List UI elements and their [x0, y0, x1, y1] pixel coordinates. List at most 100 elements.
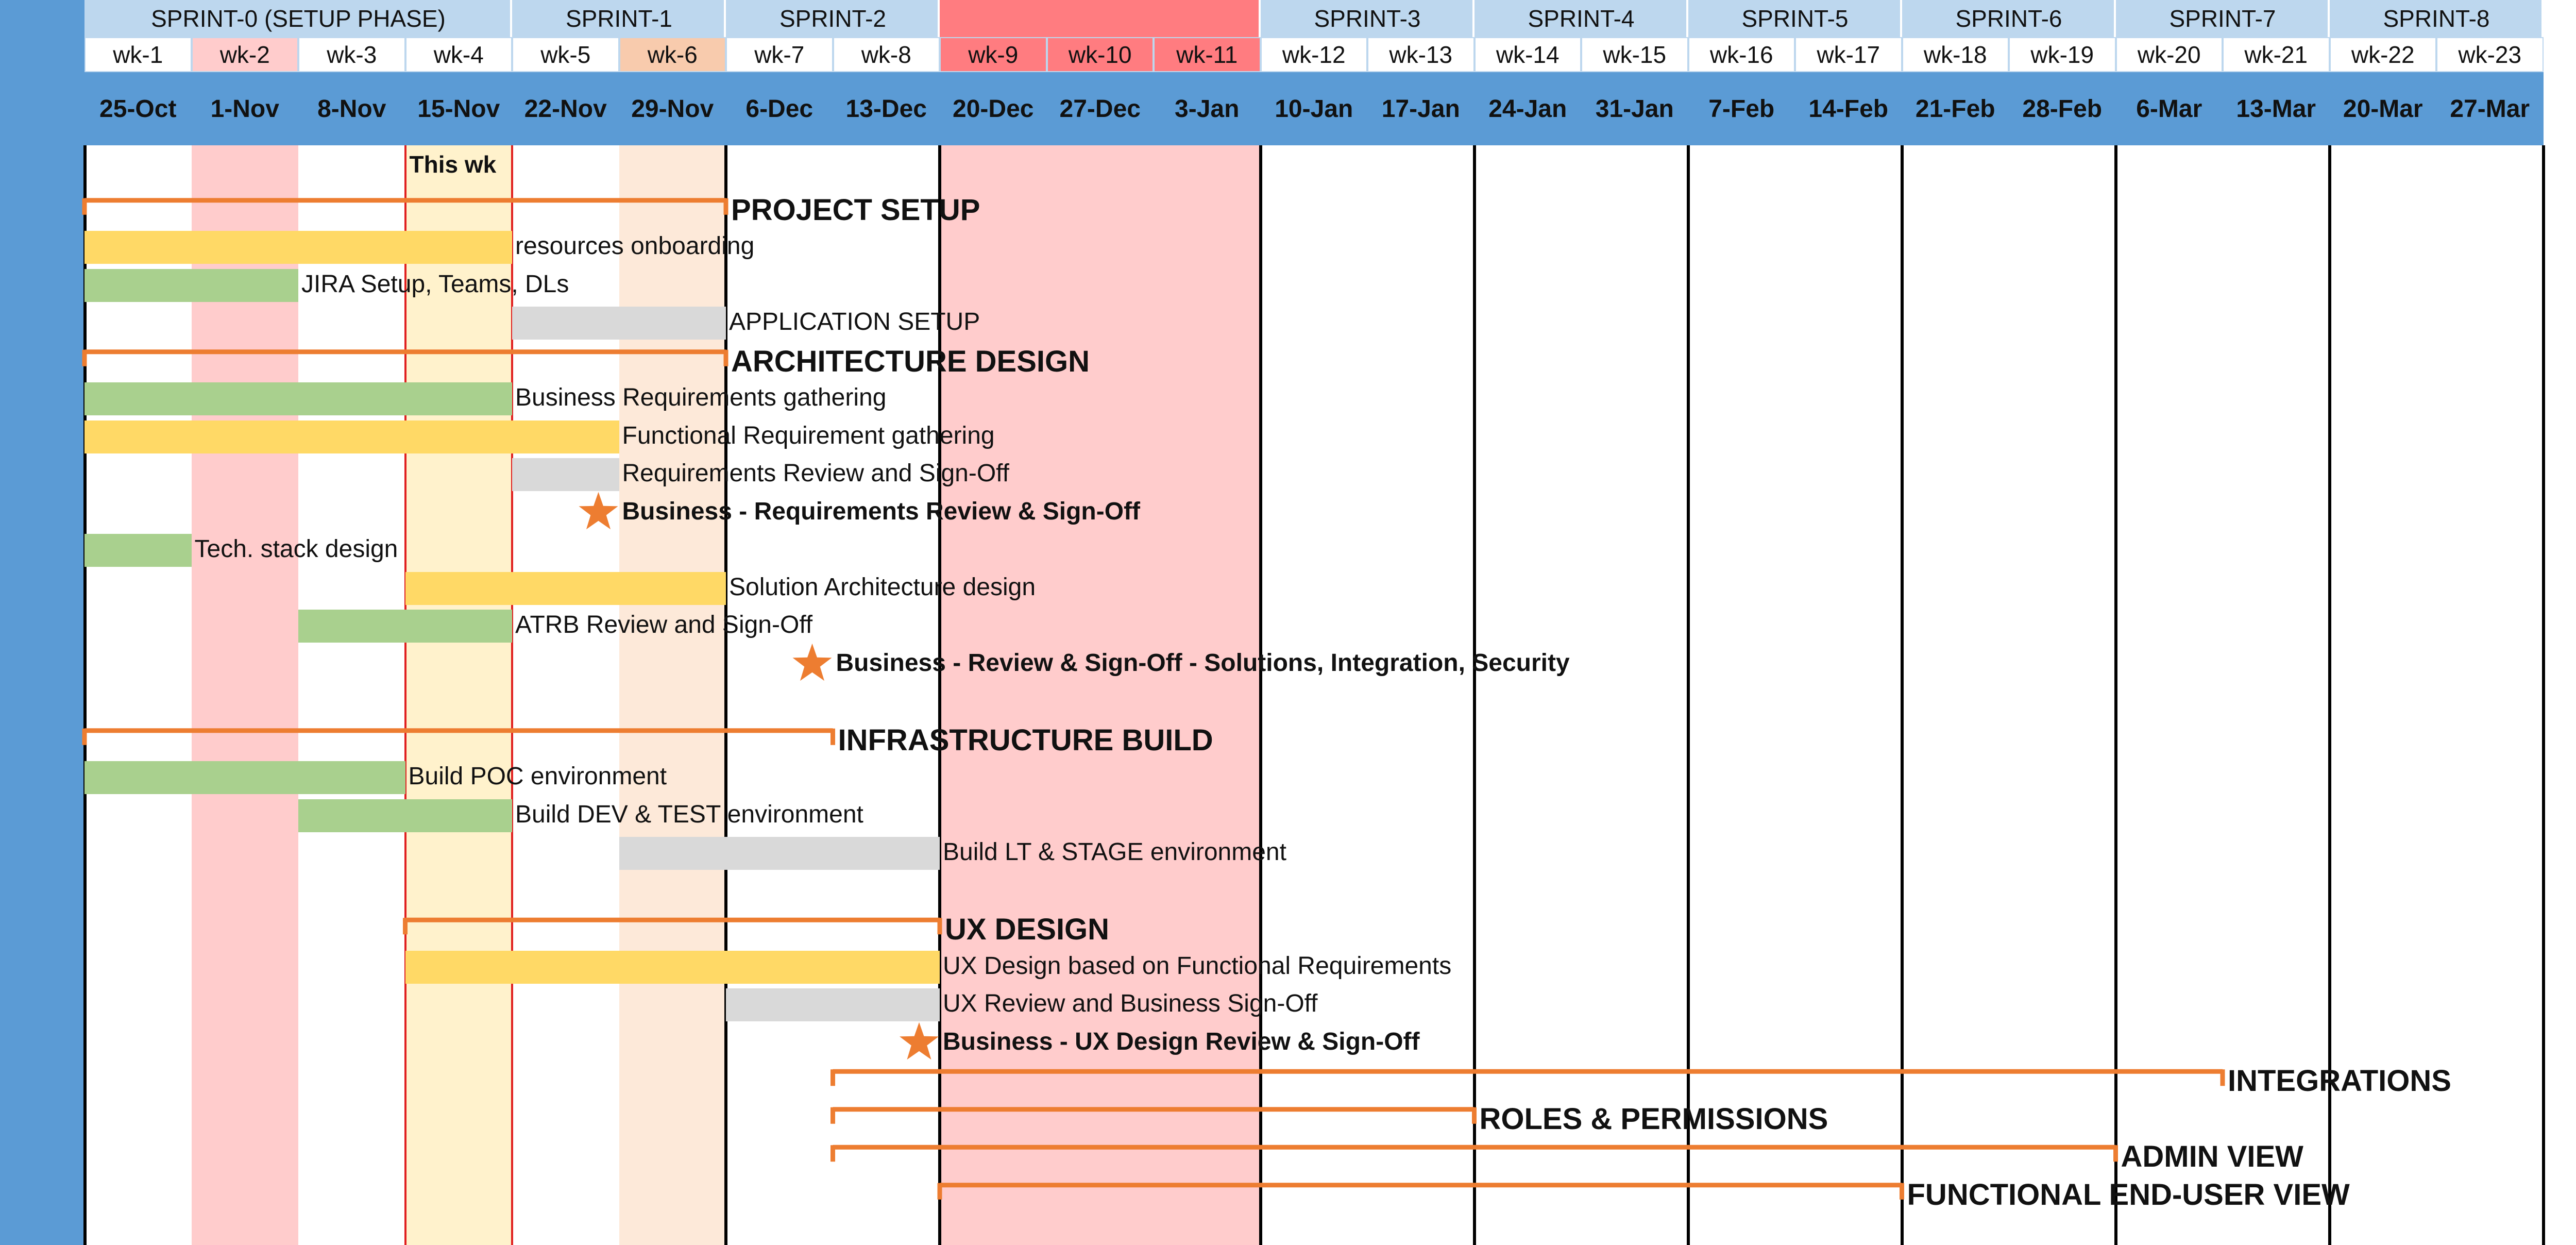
task-bar: [84, 420, 619, 453]
sprint-header-cell: [84, 0, 512, 37]
week-label: wk-3: [327, 41, 377, 68]
date-label: 25-Oct: [99, 95, 177, 123]
date-label: 15-Nov: [417, 95, 500, 123]
sprint-header-cell: [940, 0, 1261, 37]
week-header-cell: [513, 38, 618, 71]
sprint-label: SPRINT-3: [1314, 5, 1421, 32]
phase-label: ARCHITECTURE DESIGN: [731, 344, 1090, 378]
week-label: wk-14: [1496, 41, 1560, 68]
task-bar: [298, 610, 512, 643]
left-frame-strip: [0, 0, 84, 1245]
date-label: 28-Feb: [2022, 95, 2103, 123]
week-label: wk-22: [2351, 41, 2415, 68]
milestone-label: Business - Requirements Review & Sign-Of…: [622, 497, 1141, 525]
phase-bracket: [82, 728, 835, 745]
date-label: 7-Feb: [1708, 95, 1775, 123]
task-label: Build POC environment: [408, 763, 667, 790]
date-label: 31-Jan: [1595, 95, 1674, 123]
week-header-cell: [406, 38, 511, 71]
phase-bracket: [82, 198, 728, 215]
sprint-label: SPRINT-5: [1741, 5, 1849, 32]
sprint-boundary-line: [1472, 145, 1476, 1245]
phase-bracket: [937, 1183, 1904, 1200]
week-label: wk-6: [647, 41, 698, 68]
date-label: 3-Jan: [1175, 95, 1240, 123]
right-frame-strip: [2543, 0, 2576, 1245]
milestone-label: Business - Review & Sign-Off - Solutions…: [836, 649, 1570, 677]
date-label: 20-Dec: [953, 95, 1034, 123]
task-bar: [726, 988, 940, 1022]
task-bar: [84, 268, 298, 302]
week-label: wk-17: [1817, 41, 1880, 68]
task-label: Solution Architecture design: [729, 573, 1036, 601]
milestone-star-icon: [900, 1022, 939, 1060]
task-bar: [84, 231, 512, 264]
task-bar: [298, 799, 512, 832]
column-highlight: [191, 145, 298, 1245]
this-week-column: [405, 145, 512, 1245]
week-header-cell: [834, 38, 939, 71]
sprint-label: SPRINT-8: [2383, 5, 2490, 32]
task-label: resources onboarding: [515, 232, 755, 260]
phase-bracket: [403, 917, 942, 935]
this-week-line: [511, 145, 513, 1245]
week-header-cell: [1689, 38, 1794, 71]
week-label: wk-8: [861, 41, 911, 68]
week-label: wk-9: [968, 41, 1019, 68]
sprint-boundary-line: [2541, 145, 2545, 1245]
week-label: wk-15: [1603, 41, 1667, 68]
sprint-boundary-line: [938, 145, 941, 1245]
week-header-cell: [620, 38, 725, 71]
task-label: UX Review and Business Sign-Off: [943, 990, 1318, 1018]
phase-bracket: [831, 1107, 1477, 1124]
date-label: 6-Mar: [2136, 95, 2202, 123]
phase-label: INFRASTRUCTURE BUILD: [838, 723, 1213, 757]
week-header-cell: [1475, 38, 1580, 71]
week-header-cell: [1155, 38, 1260, 71]
task-label: Build DEV & TEST environment: [515, 800, 863, 828]
date-label: 13-Dec: [845, 95, 927, 123]
phase-bracket: [831, 1145, 2118, 1162]
task-label: Functional Requirement gathering: [622, 422, 995, 449]
week-header-cell: [2010, 38, 2115, 71]
week-label: wk-21: [2244, 41, 2308, 68]
week-header-cell: [1261, 38, 1366, 71]
sprint-header-cell: [1474, 0, 1688, 37]
sprint-header-cell: [512, 0, 726, 37]
week-label: wk-18: [1923, 41, 1987, 68]
timeline-header: SPRINT-0 (SETUP PHASE) SPRINT-1 SPRINT-2 SP…: [0, 0, 2576, 149]
task-bar: [84, 761, 405, 795]
task-label: Build LT & STAGE environment: [943, 838, 1286, 866]
milestone-star-icon: [792, 643, 832, 681]
sprint-label: SPRINT-0 (SETUP PHASE): [151, 5, 446, 32]
sprint-header-cell: [2329, 0, 2544, 37]
phase-label: ROLES & PERMISSIONS: [1479, 1102, 1828, 1136]
sprint-header-cell: [1260, 0, 1475, 37]
date-label: 22-Nov: [524, 95, 607, 123]
milestone-label: Business - UX Design Review & Sign-Off: [943, 1028, 1420, 1055]
task-label: UX Design based on Functional Requiremen…: [943, 952, 1452, 980]
week-label: wk-19: [2030, 41, 2094, 68]
week-label: wk-1: [113, 41, 163, 68]
task-label: Business Requirements gathering: [515, 384, 887, 412]
date-label: 21-Feb: [1915, 95, 1995, 123]
week-header-cell: [2437, 38, 2543, 71]
this-week-label: This wk: [409, 151, 497, 178]
sprint-boundary-line: [83, 145, 87, 1245]
sprint-boundary-line: [1686, 145, 1690, 1245]
week-label: wk-16: [1709, 41, 1773, 68]
phase-bracket: [82, 349, 728, 366]
phase-label: ADMIN VIEW: [2121, 1140, 2303, 1174]
date-label: 10-Jan: [1275, 95, 1353, 123]
sprint-boundary-line: [1259, 145, 1262, 1245]
phase-label: PROJECT SETUP: [731, 193, 980, 227]
week-header-cell: [299, 38, 404, 71]
week-header-cell: [1582, 38, 1687, 71]
task-bar: [512, 307, 726, 340]
sprint-boundary-line: [1900, 145, 1904, 1245]
week-label: wk-10: [1068, 41, 1132, 68]
